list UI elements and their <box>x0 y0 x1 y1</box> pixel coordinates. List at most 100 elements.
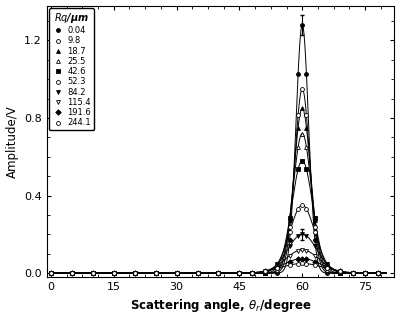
42.6 <box>195 271 200 275</box>
244.1 <box>132 271 137 275</box>
9.8 <box>90 271 95 275</box>
18.7 <box>195 271 200 275</box>
84.2 <box>300 232 305 236</box>
115.4 <box>250 271 254 275</box>
18.7 <box>300 107 305 110</box>
115.4 <box>70 271 74 275</box>
84.2 <box>304 234 309 238</box>
191.6 <box>325 265 330 269</box>
115.4 <box>174 271 179 275</box>
115.4 <box>312 254 317 258</box>
9.8 <box>312 225 317 229</box>
0.04 <box>338 271 342 275</box>
0.04 <box>262 271 267 275</box>
18.7 <box>304 126 309 130</box>
244.1 <box>90 271 95 275</box>
191.6 <box>262 269 267 273</box>
18.7 <box>275 269 280 273</box>
18.7 <box>338 271 342 275</box>
42.6 <box>287 217 292 220</box>
0.04 <box>174 271 179 275</box>
18.7 <box>296 126 300 130</box>
52.3 <box>350 271 355 275</box>
0.04 <box>312 238 317 242</box>
115.4 <box>296 249 300 252</box>
25.5 <box>174 271 179 275</box>
9.8 <box>250 271 254 275</box>
191.6 <box>300 257 305 260</box>
191.6 <box>250 271 254 275</box>
Y-axis label: Amplitude/V: Amplitude/V <box>6 105 18 178</box>
115.4 <box>304 249 309 252</box>
115.4 <box>325 264 330 268</box>
0.04 <box>111 271 116 275</box>
191.6 <box>375 271 380 275</box>
84.2 <box>70 271 74 275</box>
9.8 <box>70 271 74 275</box>
84.2 <box>48 271 53 275</box>
244.1 <box>350 271 355 275</box>
25.5 <box>237 271 242 275</box>
191.6 <box>237 271 242 275</box>
9.8 <box>304 113 309 117</box>
115.4 <box>350 271 355 275</box>
115.4 <box>90 271 95 275</box>
244.1 <box>70 271 74 275</box>
244.1 <box>275 267 280 270</box>
18.7 <box>250 271 254 275</box>
0.04 <box>250 271 254 275</box>
84.2 <box>237 271 242 275</box>
115.4 <box>338 269 342 273</box>
0.04 <box>287 238 292 242</box>
52.3 <box>111 271 116 275</box>
244.1 <box>287 263 292 267</box>
115.4 <box>195 271 200 275</box>
18.7 <box>350 271 355 275</box>
9.8 <box>296 113 300 117</box>
18.7 <box>132 271 137 275</box>
84.2 <box>90 271 95 275</box>
244.1 <box>237 271 242 275</box>
Line: 115.4: 115.4 <box>49 248 380 275</box>
115.4 <box>216 271 221 275</box>
52.3 <box>250 271 254 275</box>
42.6 <box>304 167 309 171</box>
9.8 <box>338 271 342 275</box>
9.8 <box>153 271 158 275</box>
244.1 <box>325 267 330 270</box>
25.5 <box>250 271 254 275</box>
115.4 <box>111 271 116 275</box>
0.04 <box>153 271 158 275</box>
191.6 <box>363 271 368 275</box>
18.7 <box>174 271 179 275</box>
191.6 <box>287 260 292 263</box>
9.8 <box>237 271 242 275</box>
52.3 <box>174 271 179 275</box>
52.3 <box>132 271 137 275</box>
84.2 <box>262 270 267 274</box>
18.7 <box>237 271 242 275</box>
42.6 <box>325 265 330 269</box>
25.5 <box>363 271 368 275</box>
84.2 <box>296 234 300 238</box>
84.2 <box>153 271 158 275</box>
84.2 <box>287 244 292 248</box>
52.3 <box>90 271 95 275</box>
191.6 <box>70 271 74 275</box>
52.3 <box>375 271 380 275</box>
25.5 <box>312 216 317 220</box>
Line: 52.3: 52.3 <box>49 203 380 275</box>
Line: 9.8: 9.8 <box>49 87 380 275</box>
18.7 <box>375 271 380 275</box>
244.1 <box>153 271 158 275</box>
115.4 <box>153 271 158 275</box>
0.04 <box>363 271 368 275</box>
52.3 <box>153 271 158 275</box>
52.3 <box>300 204 305 207</box>
191.6 <box>90 271 95 275</box>
9.8 <box>275 270 280 274</box>
244.1 <box>250 271 254 275</box>
52.3 <box>48 271 53 275</box>
42.6 <box>312 217 317 220</box>
0.04 <box>90 271 95 275</box>
